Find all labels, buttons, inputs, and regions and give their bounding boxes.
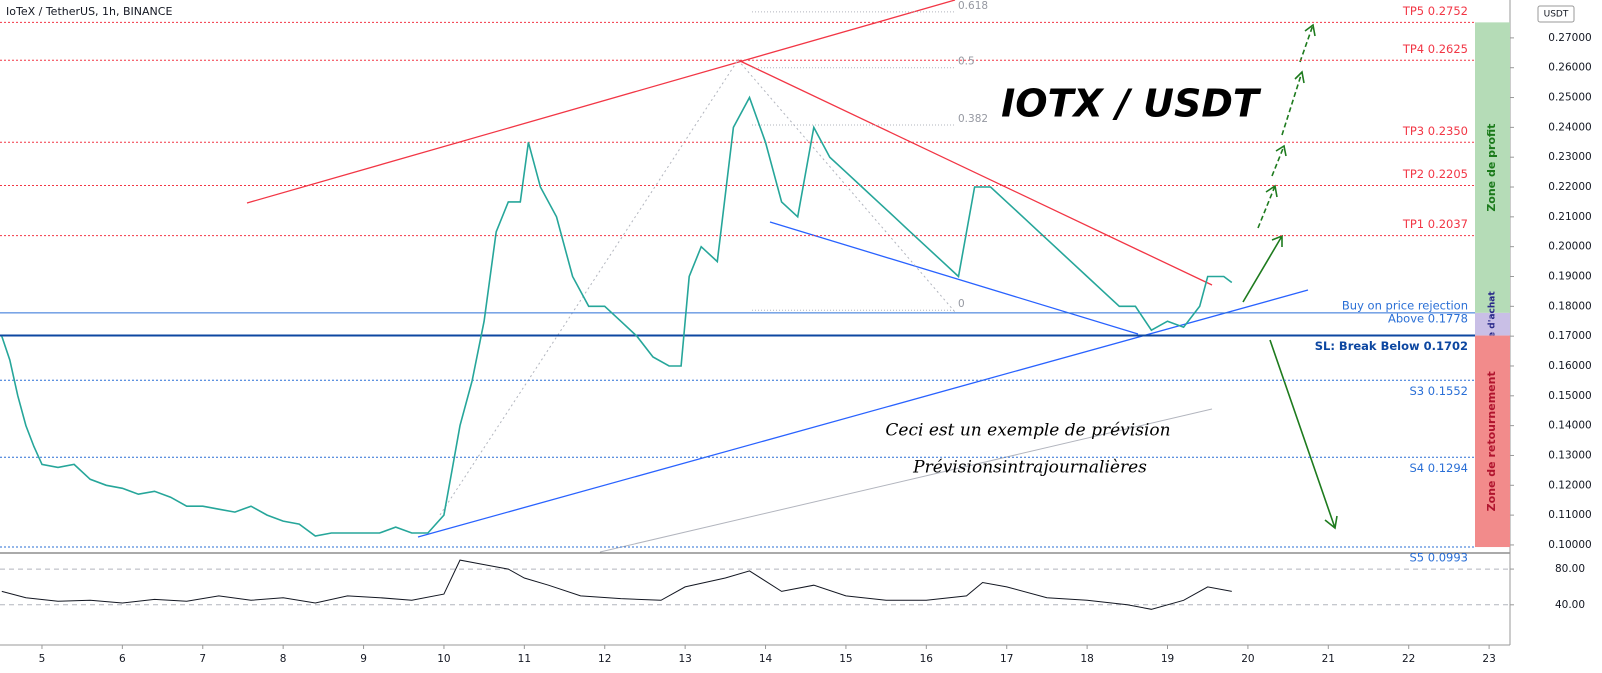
chart-title: IoTeX / TetherUS, 1h, BINANCE — [6, 5, 172, 18]
arrow — [1304, 23, 1316, 37]
heading: IOTX / USDT — [1001, 82, 1262, 126]
x-tick-label: 12 — [598, 653, 611, 665]
arrow — [1299, 24, 1314, 63]
x-tick-label: 7 — [199, 653, 206, 665]
level-label: S3 0.1552 — [1409, 384, 1468, 398]
y-tick-label: 0.24000 — [1548, 121, 1591, 133]
y-tick-label: 0.17000 — [1548, 330, 1591, 342]
x-tick-label: 20 — [1241, 653, 1254, 665]
level-label: TP5 0.2752 — [1402, 4, 1468, 18]
currency-badge — [1537, 5, 1575, 23]
fib-label: 0.5 — [958, 56, 975, 68]
y-tick-label: 0.20000 — [1548, 241, 1591, 253]
x-tick-label: 17 — [1000, 653, 1013, 665]
x-tick-label: 8 — [280, 653, 287, 665]
level-label: TP4 0.2625 — [1402, 42, 1468, 56]
y-tick-label: 0.15000 — [1548, 390, 1591, 402]
zone-label: Zone de retournement — [1485, 371, 1498, 511]
arrow — [1294, 70, 1305, 84]
drawings — [246, 0, 1338, 553]
fib-anchor — [439, 59, 739, 516]
y-tick-label: 0.27000 — [1548, 32, 1591, 44]
x-tick-label: 16 — [920, 653, 934, 665]
x-tick-label: 13 — [678, 653, 691, 665]
level-label: TP3 0.2350 — [1402, 124, 1468, 138]
x-tick-label: 10 — [437, 653, 450, 665]
rsi-line — [1, 559, 1232, 610]
y-tick-label: 0.26000 — [1548, 62, 1591, 74]
fib-anchor — [737, 59, 956, 313]
price-line — [1, 95, 1233, 537]
y-tick-label: 0.12000 — [1548, 479, 1591, 491]
trendline — [417, 289, 1309, 538]
y-tick-label: 80.00 — [1555, 563, 1585, 575]
y-tick-label: 0.19000 — [1548, 271, 1591, 283]
y-tick-label: 0.18000 — [1548, 300, 1591, 312]
moving-average — [599, 408, 1213, 553]
y-tick-label: 0.14000 — [1548, 420, 1591, 432]
x-tick-label: 5 — [39, 653, 46, 665]
forecast-arrows — [1242, 23, 1338, 530]
fib-label: 0 — [958, 298, 965, 310]
zone — [1475, 335, 1510, 548]
annotation: Ceci est un exemple de prévision — [885, 421, 1170, 441]
y-tick-label: 0.23000 — [1548, 151, 1591, 163]
x-tick-label: 21 — [1322, 653, 1335, 665]
y-tick-label: 0.22000 — [1548, 181, 1591, 193]
y-tick-label: 0.25000 — [1548, 92, 1591, 104]
x-tick-label: 18 — [1080, 653, 1093, 665]
arrow — [1265, 184, 1278, 198]
x-tick-label: 11 — [518, 653, 531, 665]
level-label: S4 0.1294 — [1409, 461, 1468, 475]
trendline — [737, 59, 1213, 286]
y-tick-label: 0.16000 — [1548, 360, 1591, 372]
zone-label: Zone de profit — [1485, 124, 1498, 212]
x-tick-label: 9 — [360, 653, 367, 665]
x-tick-label: 19 — [1161, 653, 1174, 665]
arrow — [1269, 339, 1338, 530]
trendline — [769, 221, 1139, 335]
y-tick-label: 40.00 — [1555, 599, 1585, 611]
x-tick-label: 14 — [759, 653, 773, 665]
zone — [1475, 312, 1510, 336]
y-tick-label: 0.11000 — [1548, 509, 1591, 521]
x-tick-label: 22 — [1402, 653, 1415, 665]
level-label: Buy on price rejection — [1342, 298, 1468, 312]
level-label: TP2 0.2205 — [1402, 167, 1468, 181]
x-tick-label: 6 — [119, 653, 126, 665]
fib-label: 0.382 — [958, 113, 988, 125]
arrow — [1271, 145, 1285, 177]
level-label: SL: Break Below 0.1702 — [1315, 339, 1468, 353]
level-label: S5 0.0993 — [1409, 551, 1468, 565]
zone — [1475, 22, 1510, 313]
arrow — [1281, 71, 1303, 136]
level-label: TP1 0.2037 — [1402, 217, 1468, 231]
trendline — [246, 0, 956, 204]
x-tick-label: 23 — [1482, 653, 1495, 665]
fib-label: 0.618 — [958, 0, 988, 12]
zone-label: Zone d'achat — [1488, 291, 1498, 357]
currency-badge-text: USDT — [1544, 10, 1569, 20]
level-label: Above 0.1778 — [1388, 311, 1468, 325]
annotation: Prévisionsintrajournalières — [912, 458, 1147, 478]
y-tick-label: 0.13000 — [1548, 449, 1591, 461]
arrow — [1275, 144, 1287, 157]
x-tick-label: 15 — [839, 653, 852, 665]
y-tick-label: 0.21000 — [1548, 211, 1591, 223]
y-tick-label: 0.10000 — [1548, 539, 1591, 551]
